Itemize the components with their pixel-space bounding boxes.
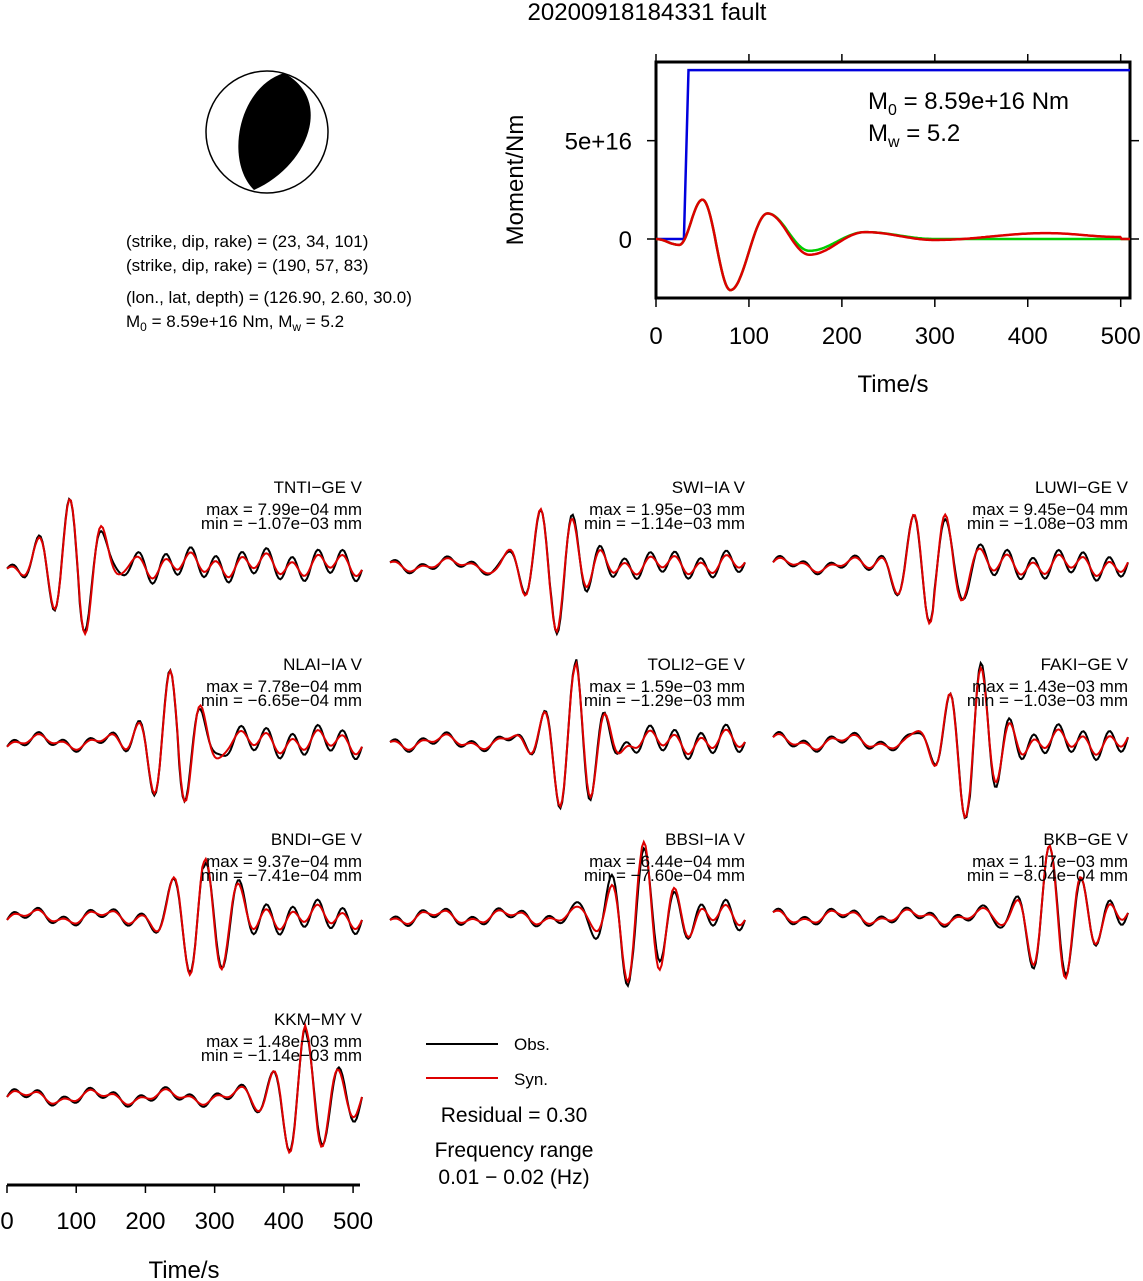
waveform-xtick-label: 100 <box>56 1208 96 1235</box>
residual-label: Residual = 0.30 <box>441 1104 588 1127</box>
synthetic-trace <box>389 839 746 984</box>
station-max: max = 9.37e−04 mm <box>206 852 362 871</box>
station-max: max = 6.44e−04 mm <box>589 852 745 871</box>
moment-ytick-label: 5e+16 <box>565 129 632 156</box>
station-min: min = −1.14e−03 mm <box>201 1046 362 1065</box>
station-min: min = −1.03e−03 mm <box>967 691 1128 710</box>
waveform-xtick-label: 400 <box>264 1208 304 1235</box>
station-min: min = −1.14e−03 mm <box>584 514 745 533</box>
legend-syn-label: Syn. <box>514 1070 548 1089</box>
synthetic-trace <box>6 498 363 637</box>
moment-rate-observed-line <box>655 198 1130 292</box>
synthetic-trace <box>389 660 746 809</box>
nodal-plane-1: (strike, dip, rake) = (23, 34, 101) <box>126 232 368 251</box>
moment-plot-mw: Mw = 5.2 <box>868 120 960 151</box>
moment-rate-line <box>655 198 1130 292</box>
synthetic-trace <box>6 856 363 978</box>
synthetic-trace <box>772 512 1129 626</box>
waveform-xtick-label: 200 <box>125 1208 165 1235</box>
waveform-xlabel: Time/s <box>148 1257 219 1281</box>
nodal-plane-2: (strike, dip, rake) = (190, 57, 83) <box>126 256 368 275</box>
synthetic-trace <box>772 843 1129 981</box>
station-name: BKB−GE V <box>1043 830 1128 849</box>
station-max: max = 1.43e−03 mm <box>972 677 1128 696</box>
legend-obs-label: Obs. <box>514 1035 550 1054</box>
station-min: min = −8.04e−04 mm <box>967 866 1128 885</box>
moment-xtick-label: 100 <box>729 323 769 350</box>
station-max: max = 7.78e−04 mm <box>206 677 362 696</box>
station-name: BNDI−GE V <box>271 830 363 849</box>
beachball-compression <box>238 73 311 190</box>
mechanism-info: (strike, dip, rake) = (23, 34, 101) (str… <box>126 232 412 334</box>
legend: Obs. Syn. Residual = 0.30 Frequency rang… <box>426 1035 593 1189</box>
station-max: max = 1.59e−03 mm <box>589 677 745 696</box>
waveform-xtick-label: 500 <box>333 1208 373 1235</box>
waveform-xtick-label: 300 <box>195 1208 235 1235</box>
figure-title: 20200918184331 fault <box>528 0 767 26</box>
station-max: max = 9.45e−04 mm <box>972 500 1128 519</box>
station-min: min = −7.60e−04 mm <box>584 866 745 885</box>
station-name: SWI−IA V <box>672 478 746 497</box>
moment-xtick-label: 400 <box>1008 323 1048 350</box>
moment-plot-ylabel: Moment/Nm <box>502 115 529 246</box>
frequency-range: 0.01 − 0.02 (Hz) <box>438 1166 589 1189</box>
synthetic-trace <box>772 665 1129 820</box>
moment-plot-xlabel: Time/s <box>857 371 928 398</box>
station-name: FAKI−GE V <box>1041 655 1129 674</box>
moment-xtick-label: 200 <box>822 323 862 350</box>
station-min: min = −1.07e−03 mm <box>201 514 362 533</box>
station-min: min = −1.08e−03 mm <box>967 514 1128 533</box>
waveform-time-axis: 0 100 200 300 400 500 Time/s <box>0 1183 373 1281</box>
frequency-title: Frequency range <box>435 1139 594 1162</box>
moment-plot-frame <box>654 60 1132 300</box>
station-max: max = 7.99e−04 mm <box>206 500 362 519</box>
station-max: max = 1.95e−03 mm <box>589 500 745 519</box>
synthetic-trace <box>6 1021 363 1155</box>
moment-plot-ticks: 0 100 200 300 400 500 5e+16 0 <box>565 54 1141 350</box>
station-name: TNTI−GE V <box>274 478 363 497</box>
waveform-xtick-label: 0 <box>0 1208 13 1235</box>
beachball <box>205 70 329 194</box>
station-name: KKM−MY V <box>274 1010 363 1029</box>
moment-plot-m0: M0 = 8.59e+16 Nm <box>868 88 1069 119</box>
station-max: max = 1.17e−03 mm <box>972 852 1128 871</box>
moment-xtick-label: 300 <box>915 323 955 350</box>
waveform-axis-ticks: 0 100 200 300 400 500 <box>0 1185 373 1235</box>
station-min: min = −1.29e−03 mm <box>584 691 745 710</box>
station-min: min = −6.65e−04 mm <box>201 691 362 710</box>
station-name: LUWI−GE V <box>1035 478 1129 497</box>
station-max: max = 1.48e−03 mm <box>206 1032 362 1051</box>
station-name: TOLI2−GE V <box>648 655 746 674</box>
event-moment: M0 = 8.59e+16 Nm, Mw = 5.2 <box>126 312 344 334</box>
moment-xtick-label: 0 <box>649 323 662 350</box>
station-min: min = −7.41e−04 mm <box>201 866 362 885</box>
moment-ytick-label: 0 <box>619 227 632 254</box>
station-name: BBSI−IA V <box>665 830 746 849</box>
moment-xtick-label: 500 <box>1101 323 1141 350</box>
synthetic-trace <box>6 668 363 803</box>
synthetic-trace <box>389 507 746 634</box>
event-location: (lon., lat, depth) = (126.90, 2.60, 30.0… <box>126 288 412 307</box>
station-name: NLAI−IA V <box>283 655 363 674</box>
moment-cumulative-line <box>656 68 1130 241</box>
